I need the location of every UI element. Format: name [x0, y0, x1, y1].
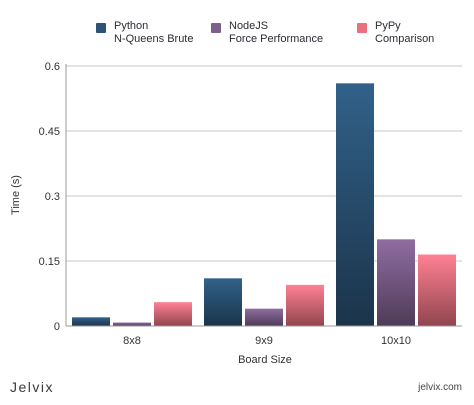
legend-item-nodejs: NodeJS Force Performance: [211, 20, 323, 46]
bars: [72, 83, 456, 326]
x-tick-label: 8x8: [123, 335, 141, 347]
x-tick-label: 9x9: [255, 335, 273, 347]
bar-nodejs-8x8: [113, 322, 151, 326]
bar-pypy-9x9: [286, 284, 324, 326]
x-axis-label: Board Size: [238, 354, 292, 366]
legend-label-nodejs: NodeJS Force Performance: [229, 20, 324, 45]
legend-label-pypy: PyPy Comparison: [375, 20, 435, 45]
legend-swatch-pypy: [357, 23, 367, 33]
y-tick-label: 0.3: [45, 191, 60, 203]
grid-lines: [66, 65, 462, 262]
x-tick-label: 10x10: [381, 335, 411, 347]
bar-pypy-8x8: [154, 302, 192, 326]
legend-swatch-python: [96, 23, 106, 33]
brand-logo: Jelvix: [10, 379, 55, 395]
y-axis-label: Time (s): [10, 175, 22, 215]
bar-python-9x9: [204, 278, 242, 326]
y-tick-label: 0.15: [39, 256, 60, 268]
y-tick-label: 0.45: [39, 126, 60, 138]
bar-python-10x10: [336, 83, 374, 326]
legend-item-pypy: PyPy Comparison: [357, 20, 434, 46]
legend-item-python: Python N-Queens Brute: [96, 20, 193, 46]
axes: 0 0.15 0.3 0.45 0.6 8x8 9x9 10x10: [39, 61, 462, 347]
bar-python-8x8: [72, 317, 110, 326]
y-tick-label: 0.6: [45, 61, 60, 73]
bar-nodejs-10x10: [377, 239, 415, 326]
legend: Python N-Queens Brute NodeJS Force Perfo…: [0, 20, 474, 54]
y-tick-label: 0: [54, 321, 60, 333]
bar-pypy-10x10: [418, 254, 456, 326]
bar-nodejs-9x9: [245, 308, 283, 326]
legend-swatch-nodejs: [211, 23, 221, 33]
site-url: jelvix.com: [418, 382, 462, 393]
legend-label-python: Python N-Queens Brute: [114, 20, 194, 45]
